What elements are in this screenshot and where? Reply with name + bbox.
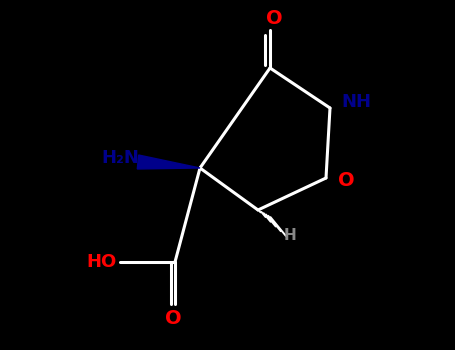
Text: H₂N: H₂N	[101, 149, 139, 167]
Text: HO: HO	[87, 253, 117, 271]
Text: H: H	[283, 229, 296, 244]
Text: NH: NH	[341, 93, 371, 111]
Text: O: O	[338, 170, 354, 189]
Polygon shape	[137, 155, 200, 169]
Text: O: O	[165, 308, 181, 328]
Text: O: O	[266, 8, 282, 28]
